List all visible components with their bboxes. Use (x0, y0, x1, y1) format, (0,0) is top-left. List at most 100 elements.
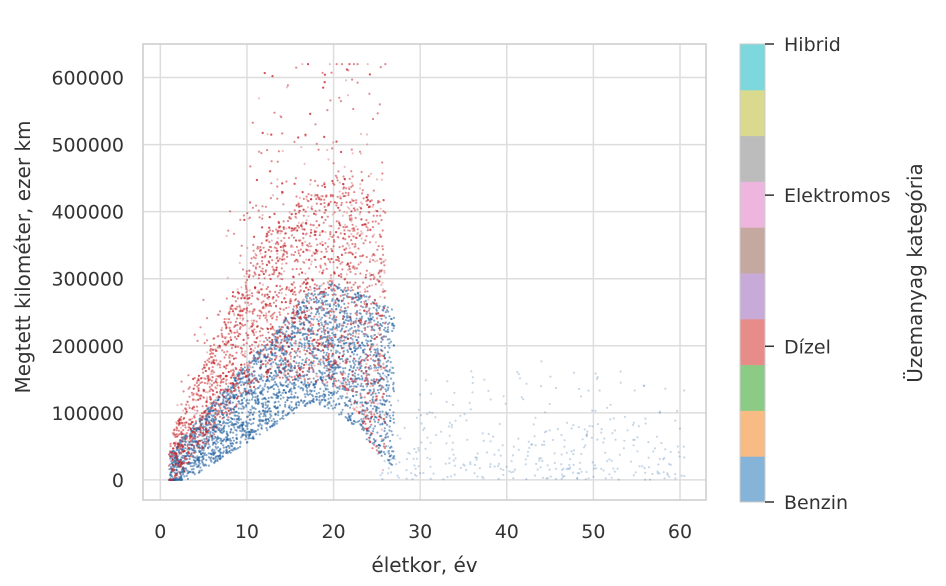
scatter-point (492, 435, 495, 438)
scatter-point (230, 407, 233, 410)
scatter-point (313, 289, 316, 293)
scatter-point (367, 366, 370, 369)
scatter-point (203, 437, 206, 441)
scatter-point (210, 419, 213, 422)
scatter-point (389, 416, 392, 420)
scatter-point (279, 232, 282, 235)
scatter-point (349, 312, 352, 315)
scatter-point (555, 477, 558, 480)
scatter-point (386, 458, 389, 461)
scatter-point (379, 365, 382, 368)
scatter-point (290, 406, 293, 409)
scatter-point (368, 260, 371, 263)
scatter-point (377, 421, 380, 424)
scatter-point (199, 433, 202, 436)
scatter-point (222, 427, 225, 430)
scatter-point (432, 472, 435, 475)
scatter-point (182, 436, 185, 439)
scatter-point (265, 318, 269, 322)
scatter-point (367, 340, 370, 343)
scatter-point (469, 463, 472, 466)
scatter-point (326, 327, 329, 330)
scatter-point (663, 477, 666, 480)
scatter-point (244, 438, 247, 441)
scatter-point (296, 300, 300, 303)
scatter-point (286, 376, 289, 379)
scatter-point (279, 381, 282, 384)
scatter-point (169, 465, 173, 469)
scatter-point (268, 274, 271, 277)
scatter-point (241, 381, 244, 384)
scatter-point (312, 377, 315, 380)
scatter-point (283, 332, 286, 335)
scatter-point (314, 265, 318, 269)
scatter-point (648, 478, 652, 481)
scatter-point (578, 467, 582, 471)
scatter-point (251, 312, 254, 315)
scatter-point (345, 309, 348, 312)
scatter-point (420, 422, 423, 425)
scatter-point (278, 257, 281, 260)
scatter-point (275, 299, 278, 302)
scatter-point (329, 396, 332, 399)
scatter-point (334, 351, 338, 354)
scatter-point (541, 476, 545, 479)
scatter-point (572, 449, 576, 452)
scatter-point (251, 121, 254, 124)
scatter-point (185, 451, 188, 455)
scatter-point (274, 290, 277, 294)
scatter-point (340, 411, 343, 414)
scatter-point (316, 357, 319, 360)
scatter-point (376, 248, 379, 251)
scatter-point (372, 438, 375, 441)
scatter-point (319, 387, 322, 390)
scatter-point (539, 457, 543, 460)
scatter-point (304, 353, 307, 356)
scatter-point (306, 300, 309, 303)
scatter-point (340, 324, 343, 327)
scatter-point (319, 371, 322, 374)
scatter-point (254, 392, 257, 395)
scatter-point (368, 284, 371, 287)
scatter-point (463, 413, 466, 416)
scatter-point (261, 217, 264, 220)
scatter-point (341, 294, 345, 297)
scatter-point (371, 235, 374, 238)
scatter-point (195, 412, 198, 415)
scatter-point (349, 316, 352, 319)
scatter-point (576, 476, 579, 479)
scatter-point (182, 467, 185, 470)
scatter-point (176, 470, 180, 473)
scatter-point (253, 399, 256, 402)
scatter-point (353, 375, 356, 378)
scatter-point (587, 477, 590, 480)
scatter-point (326, 307, 329, 310)
scatter-point (317, 299, 320, 302)
scatter-point (321, 323, 324, 326)
scatter-point (385, 390, 388, 393)
scatter-point (336, 390, 339, 393)
scatter-point (365, 219, 368, 222)
scatter-point (328, 303, 331, 306)
scatter-point (453, 391, 456, 394)
scatter-point (353, 293, 356, 296)
scatter-point (361, 189, 364, 192)
scatter-point (237, 446, 240, 450)
scatter-point (303, 346, 306, 349)
scatter-point (286, 396, 289, 399)
scatter-point (231, 449, 234, 452)
scatter-point (203, 464, 206, 467)
scatter-point (264, 415, 267, 418)
scatter-point (454, 419, 457, 422)
scatter-point (329, 392, 332, 395)
scatter-point (373, 366, 376, 369)
scatter-point (235, 429, 238, 432)
scatter-point (647, 441, 650, 444)
scatter-point (613, 429, 617, 432)
scatter-point (511, 454, 515, 457)
scatter-point (318, 369, 321, 372)
scatter-point (340, 413, 343, 416)
scatter-point (223, 416, 226, 419)
scatter-point (337, 340, 340, 344)
scatter-point (235, 410, 238, 413)
